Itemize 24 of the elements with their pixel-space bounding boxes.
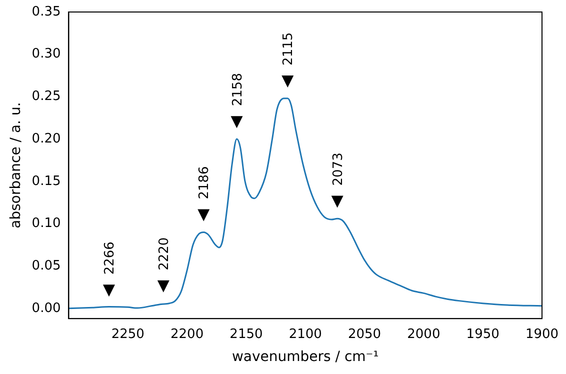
- y-tick-label: 0.10: [32, 216, 61, 232]
- y-tick-label: 0.20: [32, 131, 61, 146]
- annotation: 2115: [281, 32, 296, 66]
- x-tick-label: 2050: [348, 326, 382, 342]
- x-tick-label: 1950: [466, 326, 500, 342]
- x-tick-label: 2150: [230, 326, 263, 342]
- y-tick-label: 0.35: [32, 4, 61, 20]
- x-tick-label: 2000: [407, 326, 440, 342]
- annotation: 2220: [156, 237, 172, 270]
- y-tick-label: 0.00: [32, 300, 61, 316]
- annotation: 2158: [230, 73, 246, 106]
- x-tick-label: 2200: [170, 326, 204, 342]
- x-axis-title: wavenumbers / cm⁻¹: [232, 349, 379, 366]
- x-tick-label: 1900: [525, 326, 559, 342]
- x-tick-label: 2250: [111, 326, 144, 342]
- x-tick-label: 2100: [288, 326, 322, 342]
- y-tick-label: 0.25: [32, 89, 61, 104]
- y-tick-label: 0.30: [32, 46, 61, 62]
- y-tick-label: 0.05: [32, 258, 61, 274]
- annotation: 2073: [330, 152, 346, 186]
- y-tick-label: 0.15: [32, 174, 61, 189]
- annotation: 2266: [102, 242, 118, 275]
- y-axis-title: absorbance / a. u.: [8, 102, 24, 228]
- annotation: 2186: [197, 166, 212, 200]
